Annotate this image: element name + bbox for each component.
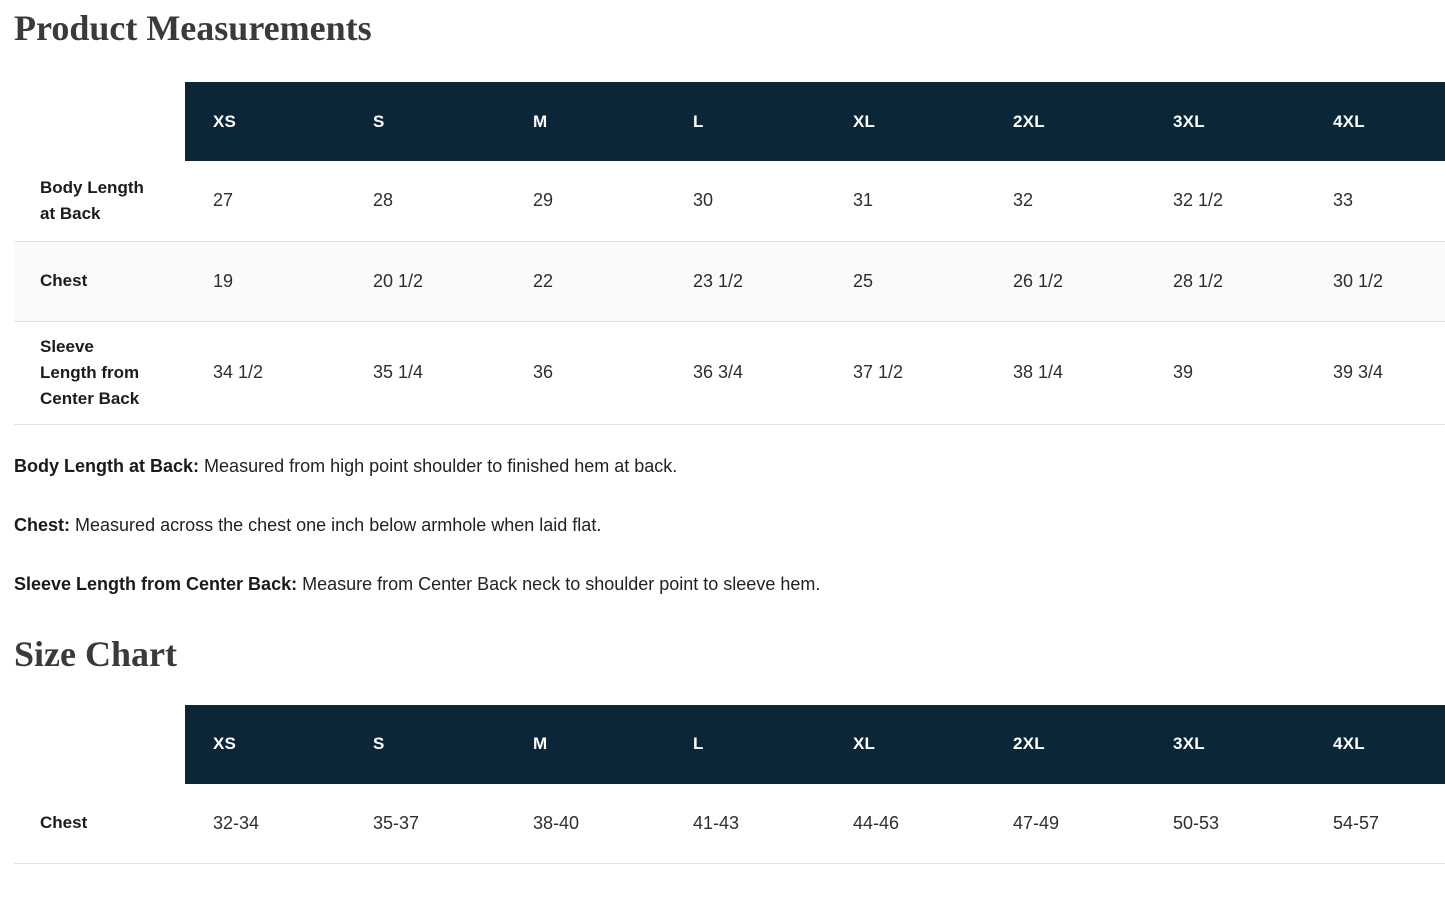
table-row: Chest 19 20 1/2 22 23 1/2 25 26 1/2 28 1/2 30 1/…	[14, 241, 1445, 322]
measurement-cell: 29	[505, 161, 665, 242]
table-corner-cell	[14, 704, 185, 784]
size-column-header: 4XL	[1305, 704, 1445, 784]
product-measurements-table: XS S M L XL 2XL 3XL 4XL Body Length at Back 27 28 2…	[14, 82, 1445, 425]
measurement-cell: 44-46	[825, 783, 985, 864]
note-definition: Measure from Center Back neck to shoulde…	[302, 573, 821, 594]
row-label: Body Length at Back	[14, 161, 185, 242]
measurement-cell: 37 1/2	[825, 321, 985, 425]
measurement-cell: 38 1/4	[985, 321, 1145, 425]
note-term: Sleeve Length from Center Back:	[14, 573, 298, 594]
table-row: Chest 32-34 35-37 38-40 41-43 44-46 47-49 50-53…	[14, 783, 1445, 864]
size-column-header: 3XL	[1145, 82, 1305, 161]
measurement-note: Sleeve Length from Center Back: Measure …	[14, 573, 1445, 595]
measurement-cell: 32 1/2	[1145, 161, 1305, 242]
measurement-cell: 35-37	[345, 783, 505, 864]
measurement-cell: 39 3/4	[1305, 321, 1445, 425]
size-column-header: 2XL	[985, 704, 1145, 784]
product-measurements-title: Product Measurements	[14, 8, 372, 48]
row-label: Chest	[14, 241, 185, 322]
size-column-header: S	[345, 704, 505, 784]
measurement-cell: 36 3/4	[665, 321, 825, 425]
measurement-cell: 32-34	[185, 783, 345, 864]
measurement-cell: 33	[1305, 161, 1445, 242]
measurement-cell: 34 1/2	[185, 321, 345, 425]
size-chart-title: Size Chart	[14, 633, 177, 674]
measurement-cell: 30 1/2	[1305, 241, 1445, 322]
measurement-note: Body Length at Back: Measured from high …	[14, 455, 1445, 477]
size-column-header: 4XL	[1305, 82, 1445, 161]
measurement-cell: 26 1/2	[985, 241, 1145, 322]
measurement-cell: 54-57	[1305, 783, 1445, 864]
table-row: Body Length at Back 27 28 29 30 31 32 32 1/2 33	[14, 161, 1445, 242]
note-definition: Measured across the chest one inch below…	[75, 514, 602, 535]
size-column-header: 3XL	[1145, 704, 1305, 784]
size-header-row: XS S M L XL 2XL 3XL 4XL	[14, 82, 1445, 161]
size-column-header: M	[505, 82, 665, 161]
product-measurements-table-scroll[interactable]: XS S M L XL 2XL 3XL 4XL Body Length at Back 27 28 2…	[14, 82, 1445, 425]
measurement-cell: 47-49	[985, 783, 1145, 864]
size-column-header: XL	[825, 704, 985, 784]
measurement-note: Chest: Measured across the chest one inc…	[14, 514, 1445, 536]
measurement-cell: 20 1/2	[345, 241, 505, 322]
note-term: Chest:	[14, 514, 71, 535]
size-column-header: 2XL	[985, 82, 1145, 161]
row-label: Chest	[14, 783, 185, 864]
size-chart-table-scroll[interactable]: XS S M L XL 2XL 3XL 4XL Chest 32-34 35-37 38-40 41-4…	[14, 704, 1445, 864]
size-column-header: XS	[185, 82, 345, 161]
measurement-cell: 32	[985, 161, 1145, 242]
size-column-header: XL	[825, 82, 985, 161]
note-term: Body Length at Back:	[14, 455, 200, 476]
measurement-cell: 38-40	[505, 783, 665, 864]
measurement-cell: 28	[345, 161, 505, 242]
measurement-cell: 23 1/2	[665, 241, 825, 322]
measurement-cell: 36	[505, 321, 665, 425]
measurement-cell: 31	[825, 161, 985, 242]
table-corner-cell	[14, 82, 185, 161]
measurement-cell: 39	[1145, 321, 1305, 425]
measurement-cell: 28 1/2	[1145, 241, 1305, 322]
measurement-cell: 50-53	[1145, 783, 1305, 864]
measurement-cell: 25	[825, 241, 985, 322]
size-column-header: XS	[185, 704, 345, 784]
size-column-header: L	[665, 82, 825, 161]
page-content: Product Measurements XS S M L XL 2XL 3XL 4XL Bod…	[14, 8, 1445, 864]
size-chart-table: XS S M L XL 2XL 3XL 4XL Chest 32-34 35-37 38-40 41-4…	[14, 704, 1445, 864]
row-label: Sleeve Length from Center Back	[14, 321, 185, 425]
size-header-row: XS S M L XL 2XL 3XL 4XL	[14, 704, 1445, 784]
measurement-cell: 41-43	[665, 783, 825, 864]
size-column-header: M	[505, 704, 665, 784]
measurement-notes: Body Length at Back: Measured from high …	[14, 455, 1445, 595]
measurement-cell: 35 1/4	[345, 321, 505, 425]
size-column-header: S	[345, 82, 505, 161]
note-definition: Measured from high point shoulder to fin…	[204, 455, 678, 476]
measurement-cell: 27	[185, 161, 345, 242]
measurement-cell: 19	[185, 241, 345, 322]
size-column-header: L	[665, 704, 825, 784]
table-row: Sleeve Length from Center Back 34 1/2 35 1…	[14, 321, 1445, 425]
measurement-cell: 30	[665, 161, 825, 242]
measurement-cell: 22	[505, 241, 665, 322]
